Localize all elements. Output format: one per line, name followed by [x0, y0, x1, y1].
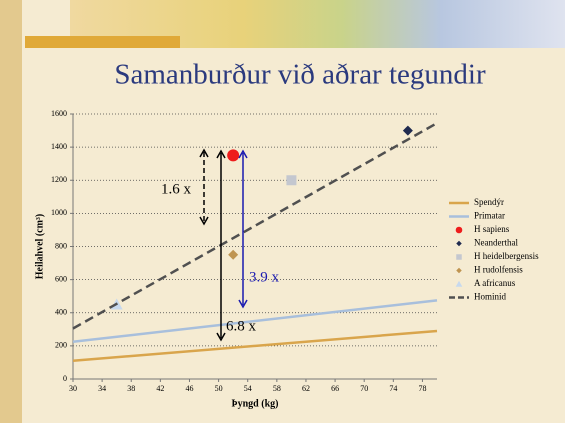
y-tick-label: 1400	[51, 142, 67, 151]
y-tick-label: 200	[55, 341, 67, 350]
slide: Samanburður við aðrar tegundir 0 200 400 60…	[0, 0, 565, 423]
y-axis-label: Heilahvel (cm³)	[34, 214, 45, 279]
legend-label: Primatar	[474, 211, 505, 221]
x-tick-label: 78	[418, 384, 426, 393]
x-tick-label: 74	[389, 384, 397, 393]
annotation: 3.9 x	[249, 269, 280, 285]
x-tick-label: 66	[331, 384, 339, 393]
x-tick-label: 58	[273, 384, 281, 393]
x-axis-label: Þyngd (kg)	[232, 398, 279, 409]
annotation: 6.8 x	[226, 318, 257, 334]
y-tick-label: 0	[63, 374, 67, 383]
x-tick-label: 46	[185, 384, 193, 393]
legend-label: Spendýr	[474, 197, 504, 207]
point	[227, 149, 239, 161]
y-tick-label: 400	[55, 308, 67, 317]
side-strip	[0, 0, 22, 423]
y-tick-label: 1600	[51, 109, 67, 118]
x-tick-label: 38	[127, 384, 135, 393]
y-tick-label: 1000	[51, 208, 67, 217]
x-tick-label: 50	[215, 384, 223, 393]
legend-swatch	[456, 227, 463, 234]
legend-label: Hominid	[474, 292, 507, 302]
legend-label: H rudolfensis	[474, 265, 523, 275]
legend-label: Neanderthal	[474, 238, 518, 248]
legend-label: H sapiens	[474, 224, 510, 234]
x-tick-label: 54	[244, 384, 252, 393]
annotation: 1.6 x	[161, 181, 192, 197]
x-tick-label: 62	[302, 384, 310, 393]
slide-title: Samanburður við aðrar tegundir	[114, 59, 486, 91]
point	[286, 175, 296, 185]
y-tick-label: 1200	[51, 175, 67, 184]
legend-label: H heidelbergensis	[474, 251, 539, 261]
y-tick-label: 800	[55, 241, 67, 250]
y-tick-label: 600	[55, 274, 67, 283]
x-tick-label: 34	[98, 384, 106, 393]
x-tick-label: 30	[69, 384, 77, 393]
x-tick-label: 42	[156, 384, 164, 393]
legend-swatch	[456, 254, 462, 260]
banner-bar	[25, 36, 180, 48]
legend-label: A africanus	[474, 278, 516, 288]
x-tick-label: 70	[360, 384, 368, 393]
